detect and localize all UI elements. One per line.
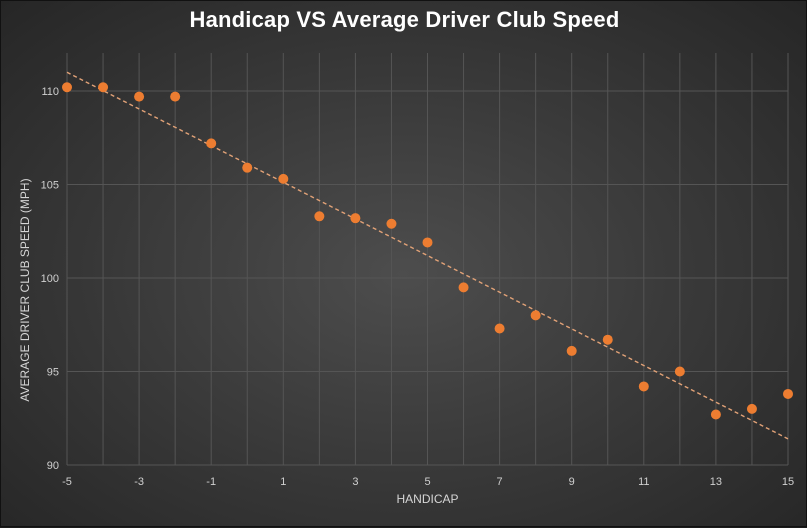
y-tick-label: 90: [47, 460, 59, 472]
x-tick-label: 15: [782, 476, 794, 488]
x-tick-label: -3: [134, 476, 144, 488]
data-point: [458, 282, 469, 293]
y-tick-label: 110: [41, 86, 59, 98]
data-point: [242, 162, 253, 173]
data-point: [602, 334, 613, 345]
x-tick-label: 9: [569, 476, 575, 488]
data-point: [314, 211, 325, 222]
x-axis-title: HANDICAP: [396, 492, 458, 506]
x-tick-label: 3: [352, 476, 358, 488]
data-point: [530, 310, 541, 321]
gridlines: [66, 53, 789, 466]
data-point: [746, 403, 757, 414]
data-point: [566, 345, 577, 356]
x-tick-label: 5: [424, 476, 430, 488]
data-point: [710, 409, 721, 420]
x-tick-label: -1: [206, 476, 216, 488]
data-point: [206, 138, 217, 149]
x-tick-label: 1: [280, 476, 286, 488]
y-tick-label: 95: [47, 367, 59, 379]
data-point: [350, 213, 361, 224]
x-tick-label: 7: [497, 476, 503, 488]
chart-title: Handicap VS Average Driver Club Speed: [189, 7, 620, 32]
data-point: [134, 91, 145, 102]
data-points: [62, 82, 793, 420]
y-tick-label: 105: [41, 180, 59, 192]
x-tick-label: 13: [710, 476, 722, 488]
data-point: [674, 366, 685, 377]
data-point: [494, 323, 505, 334]
data-point: [170, 91, 181, 102]
data-point: [98, 82, 109, 93]
data-point: [783, 388, 793, 399]
trendline-group: [66, 71, 789, 440]
data-point: [62, 82, 72, 93]
x-tick-label: -5: [62, 476, 72, 488]
data-point: [422, 237, 433, 248]
y-axis-title: AVERAGE DRIVER CLUB SPEED (MPH): [18, 178, 32, 401]
y-tick-label: 100: [41, 273, 59, 285]
data-point: [278, 173, 289, 184]
data-point: [386, 218, 397, 229]
trendline: [66, 71, 789, 440]
data-point: [638, 381, 649, 392]
x-tick-label: 11: [638, 476, 649, 488]
